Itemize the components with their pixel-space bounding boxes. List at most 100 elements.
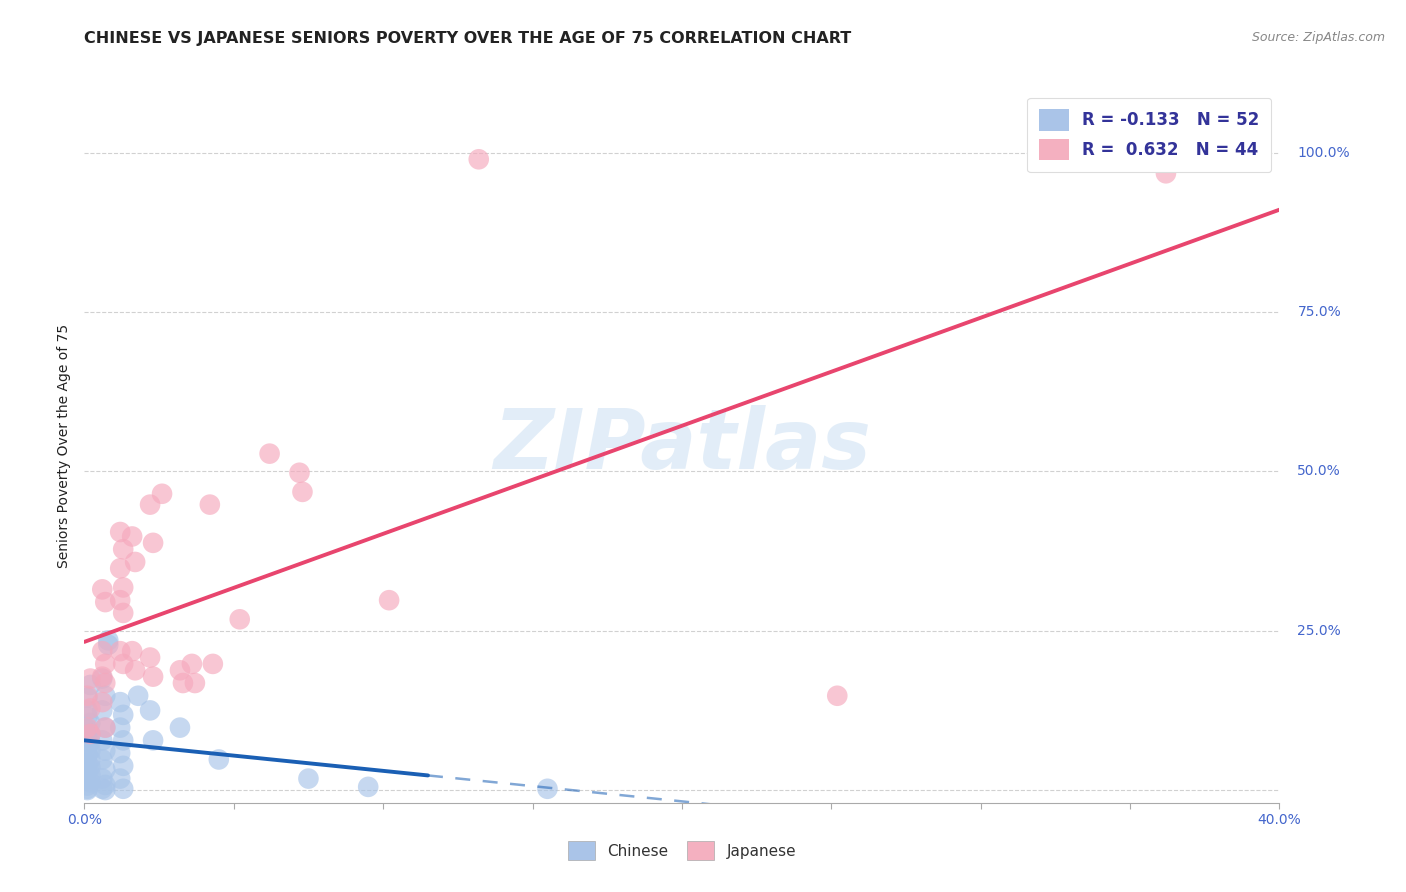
Point xyxy=(76,764,98,778)
Point xyxy=(94,783,117,797)
Text: 25.0%: 25.0% xyxy=(1298,624,1341,638)
Point xyxy=(76,690,98,705)
Point xyxy=(112,781,135,796)
Point xyxy=(94,721,117,735)
Point xyxy=(110,695,132,709)
Point xyxy=(91,582,114,597)
Point xyxy=(184,676,207,690)
Point xyxy=(110,746,132,760)
Point xyxy=(91,703,114,717)
Point xyxy=(124,663,146,677)
Point xyxy=(378,593,401,607)
Point xyxy=(94,721,117,735)
Point xyxy=(91,670,114,684)
Point xyxy=(201,657,224,671)
Point xyxy=(76,747,98,762)
Point xyxy=(112,733,135,747)
Point xyxy=(536,781,558,796)
Point xyxy=(79,768,101,782)
Point xyxy=(76,756,98,771)
Point xyxy=(76,703,98,717)
Point xyxy=(91,695,114,709)
Point xyxy=(79,727,101,741)
Point xyxy=(150,487,173,501)
Point xyxy=(79,735,101,749)
Text: CHINESE VS JAPANESE SENIORS POVERTY OVER THE AGE OF 75 CORRELATION CHART: CHINESE VS JAPANESE SENIORS POVERTY OVER… xyxy=(84,31,852,46)
Point xyxy=(76,783,98,797)
Point xyxy=(76,731,98,745)
Legend: Chinese, Japanese: Chinese, Japanese xyxy=(561,835,803,866)
Point xyxy=(97,638,120,652)
Point xyxy=(79,672,101,686)
Point xyxy=(79,678,101,692)
Point xyxy=(76,779,98,793)
Point xyxy=(97,633,120,648)
Point xyxy=(180,657,202,671)
Point xyxy=(91,781,114,796)
Point xyxy=(139,498,162,512)
Point xyxy=(172,676,194,690)
Point xyxy=(76,781,98,796)
Point xyxy=(94,595,117,609)
Point xyxy=(94,763,117,777)
Point xyxy=(79,752,101,766)
Point xyxy=(121,644,143,658)
Point xyxy=(468,153,491,167)
Point xyxy=(124,555,146,569)
Point xyxy=(112,657,135,671)
Point xyxy=(827,689,849,703)
Text: 100.0%: 100.0% xyxy=(1298,146,1350,160)
Point xyxy=(198,498,221,512)
Point xyxy=(110,644,132,658)
Point xyxy=(110,772,132,786)
Point xyxy=(94,657,117,671)
Point xyxy=(110,593,132,607)
Point xyxy=(112,707,135,722)
Point xyxy=(139,703,162,717)
Point xyxy=(139,650,162,665)
Point xyxy=(79,727,101,741)
Point xyxy=(112,759,135,773)
Point xyxy=(91,644,114,658)
Point xyxy=(94,689,117,703)
Point xyxy=(1154,166,1177,180)
Point xyxy=(357,780,380,794)
Point xyxy=(208,752,231,766)
Point xyxy=(76,721,98,735)
Point xyxy=(259,447,281,461)
Point xyxy=(228,612,252,626)
Point xyxy=(169,721,191,735)
Point xyxy=(91,772,114,786)
Point xyxy=(121,529,143,543)
Point xyxy=(91,752,114,766)
Point xyxy=(110,524,132,539)
Point xyxy=(79,743,101,757)
Point xyxy=(291,484,314,499)
Point xyxy=(76,710,98,724)
Point xyxy=(110,721,132,735)
Point xyxy=(94,743,117,757)
Point xyxy=(76,723,98,737)
Y-axis label: Seniors Poverty Over the Age of 75: Seniors Poverty Over the Age of 75 xyxy=(58,324,72,568)
Point xyxy=(76,772,98,786)
Point xyxy=(79,775,101,789)
Point xyxy=(79,716,101,731)
Point xyxy=(110,561,132,575)
Point xyxy=(142,733,165,747)
Point xyxy=(79,701,101,715)
Point xyxy=(91,733,114,747)
Point xyxy=(112,542,135,557)
Point xyxy=(112,581,135,595)
Point xyxy=(142,536,165,550)
Point xyxy=(76,739,98,754)
Point xyxy=(79,760,101,774)
Point xyxy=(169,663,191,677)
Point xyxy=(94,778,117,792)
Text: 50.0%: 50.0% xyxy=(1298,465,1341,478)
Text: Source: ZipAtlas.com: Source: ZipAtlas.com xyxy=(1251,31,1385,45)
Text: 75.0%: 75.0% xyxy=(1298,305,1341,319)
Point xyxy=(127,689,149,703)
Point xyxy=(94,676,117,690)
Point xyxy=(297,772,319,786)
Text: ZIPatlas: ZIPatlas xyxy=(494,406,870,486)
